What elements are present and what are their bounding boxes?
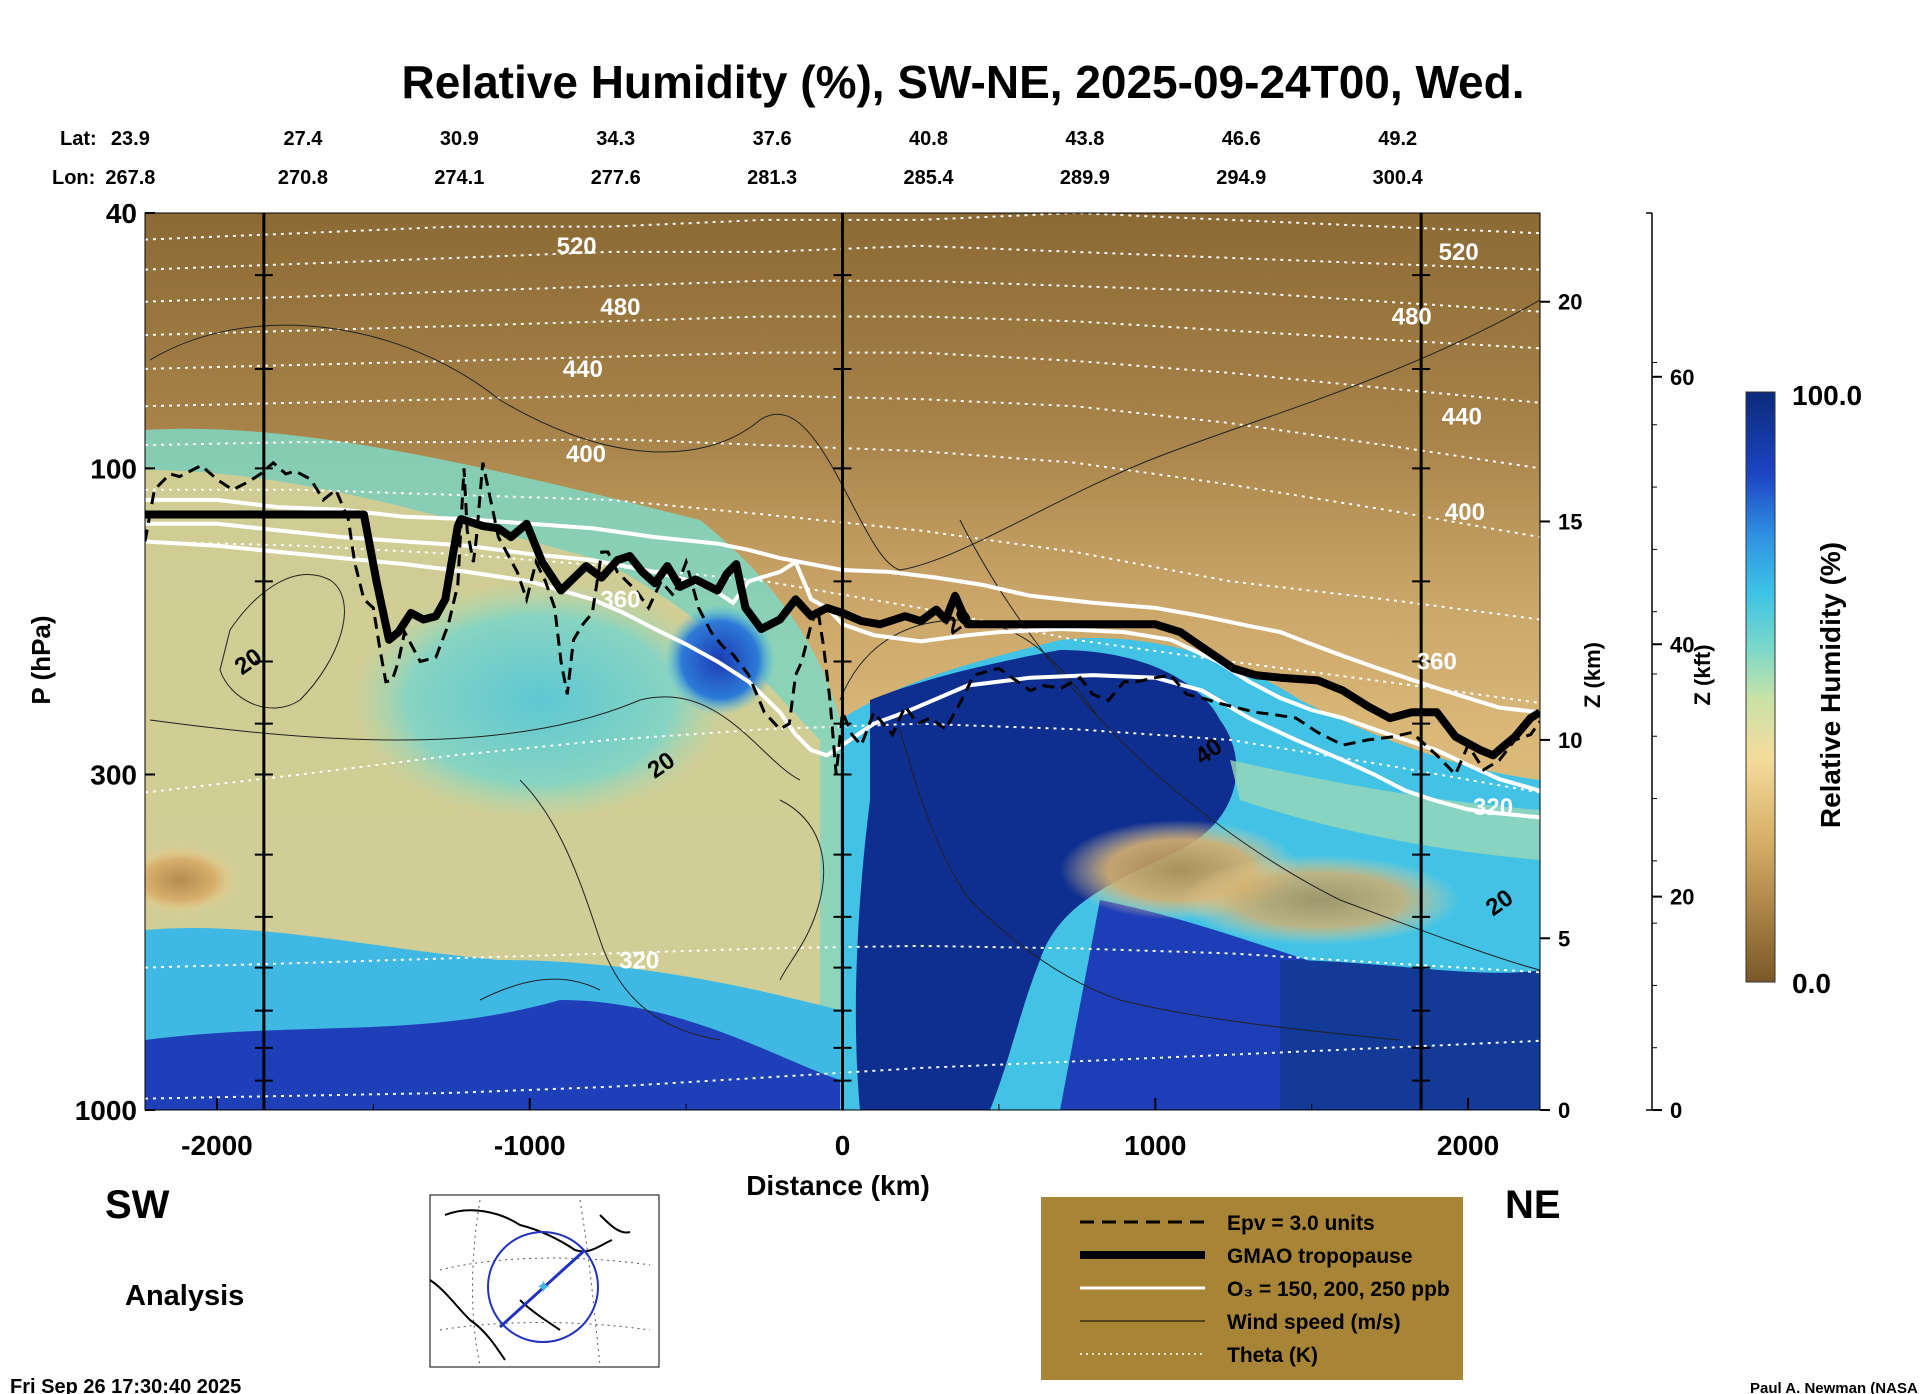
- theta-label: 440: [563, 356, 603, 383]
- y-tick-label: 1000: [75, 1095, 137, 1126]
- inset-map: ✦: [429, 1194, 660, 1368]
- legend-label: Epv = 3.0 units: [1227, 1212, 1375, 1235]
- wind-contour: [519, 779, 721, 1041]
- lon-value: 300.4: [1373, 167, 1424, 189]
- wind-contour: [779, 799, 825, 981]
- z-km-tick-label: 20: [1558, 290, 1582, 315]
- lat-value: 49.2: [1378, 128, 1417, 150]
- x-axis-label: Distance (km): [746, 1170, 930, 1201]
- wind-contour: [899, 729, 1401, 1041]
- theta-label: 320: [619, 948, 659, 975]
- colorbar-max-label: 100.0: [1792, 380, 1862, 411]
- product-label: Analysis: [125, 1280, 244, 1312]
- theta-label: 360: [600, 586, 640, 613]
- x-tick-label: 1000: [1124, 1130, 1186, 1161]
- z-kft-axis: 0 20 40 60: [1646, 212, 1694, 1123]
- z-km-tick-label: 5: [1558, 926, 1570, 951]
- lat-label: Lat:: [60, 128, 97, 150]
- colorbar-min-label: 0.0: [1792, 968, 1831, 999]
- lon-value: 281.3: [747, 167, 797, 189]
- lon-value: 289.9: [1060, 167, 1110, 189]
- wind-contour: [219, 574, 345, 709]
- z-km-tick-label: 15: [1558, 509, 1582, 534]
- y-tick-label: 100: [90, 453, 137, 484]
- lon-value: 274.1: [434, 167, 484, 189]
- vertical-markers: [254, 213, 1431, 1110]
- theta-label: 480: [600, 294, 640, 321]
- z-km-axis-label: Z (km): [1580, 642, 1605, 708]
- theta-label: 440: [1442, 403, 1482, 430]
- wind-contour: [149, 299, 1540, 571]
- wind-contour: [959, 519, 1540, 971]
- theta-label: 320: [1473, 794, 1513, 821]
- z-km-tick-label: 10: [1558, 728, 1582, 753]
- legend-label: Wind speed (m/s): [1227, 1311, 1401, 1334]
- theta-label: 400: [566, 441, 606, 468]
- theta-label: 480: [1392, 304, 1432, 331]
- colorbar: [1745, 391, 1776, 983]
- legend: Epv = 3.0 units GMAO tropopause O₃ = 150, …: [1041, 1197, 1463, 1380]
- humidity-field: [145, 428, 1540, 1110]
- lat-value: 30.9: [440, 128, 479, 150]
- x-axis-distance: -2000 -1000 0 1000 2000: [181, 1098, 1499, 1161]
- z-kft-tick-label: 60: [1670, 365, 1694, 390]
- x-tick-label: 0: [835, 1130, 851, 1161]
- z-kft-tick-label: 0: [1670, 1098, 1682, 1123]
- lon-value: 294.9: [1216, 167, 1266, 189]
- credit: Paul A. Newman (NASA: [1750, 1380, 1918, 1394]
- o3-200-ppb-line: [145, 521, 1540, 793]
- z-km-tick-label: 0: [1558, 1098, 1570, 1123]
- chart-series: [145, 460, 1540, 820]
- theta-label: 520: [557, 233, 597, 260]
- lat-value: 27.4: [283, 128, 323, 150]
- y-axis-pressure: 1000 300 100 40: [75, 198, 155, 1126]
- orientation-left: SW: [105, 1183, 170, 1227]
- inset-center-star-icon: ✦: [536, 1277, 551, 1297]
- contour-labels: 5204804404003603205204804404003603202020…: [230, 233, 1518, 975]
- lat-value: 40.8: [909, 128, 948, 150]
- lat-value: 34.3: [596, 128, 635, 150]
- chart-title: Relative Humidity (%), SW-NE, 2025-09-24…: [401, 56, 1524, 108]
- z-kft-tick-label: 20: [1670, 885, 1694, 910]
- z-kft-axis-label: Z (kft): [1690, 644, 1715, 705]
- lat-value: 23.9: [111, 128, 150, 150]
- x-tick-label: 2000: [1437, 1130, 1499, 1161]
- lon-value: 267.8: [105, 167, 155, 189]
- lat-value: 46.6: [1222, 128, 1261, 150]
- wind-contour: [839, 619, 1101, 721]
- wind-speed-contours: [149, 299, 1540, 1041]
- y-axis-label: P (hPa): [26, 615, 56, 704]
- wind-contour: [149, 696, 801, 781]
- timestamp: Fri Sep 26 17:30:40 2025: [10, 1376, 241, 1394]
- theta-label: 400: [1445, 499, 1485, 526]
- theta-line: [145, 722, 1540, 794]
- lon-value: 270.8: [278, 167, 328, 189]
- lat-lon-rows: 23.9 267.8 27.4 270.8 30.9 274.1 34.3 277.6 37.6…: [105, 128, 1423, 189]
- inset-transect-line: [498, 1248, 587, 1329]
- colorbar-label: Relative Humidity (%): [1815, 542, 1846, 828]
- z-kft-tick-label: 40: [1670, 632, 1694, 657]
- plot-area: 5204804404003603205204804404003603202020…: [145, 213, 1540, 1110]
- lat-value: 37.6: [753, 128, 792, 150]
- legend-label: Theta (K): [1227, 1344, 1318, 1367]
- epv-3-0-units-line: [145, 460, 1540, 778]
- lon-label: Lon:: [52, 167, 95, 189]
- z-km-axis: 0 5 10 15 20: [1540, 290, 1582, 1123]
- x-tick-label: -1000: [494, 1130, 566, 1161]
- lat-value: 43.8: [1065, 128, 1104, 150]
- wind-contour: [479, 978, 601, 1001]
- lon-value: 285.4: [903, 167, 954, 189]
- y-tick-label: 40: [106, 198, 137, 229]
- legend-label: GMAO tropopause: [1227, 1245, 1413, 1268]
- theta-label: 360: [1417, 649, 1457, 676]
- y-tick-label: 300: [90, 759, 137, 790]
- x-tick-label: -2000: [181, 1130, 253, 1161]
- lon-value: 277.6: [591, 167, 641, 189]
- legend-label: O₃ = 150, 200, 250 ppb: [1227, 1278, 1450, 1301]
- gmao-tropopause-line: [145, 510, 1540, 760]
- orientation-right: NE: [1505, 1183, 1561, 1227]
- theta-line: [145, 540, 1540, 704]
- theta-label: 520: [1439, 239, 1479, 266]
